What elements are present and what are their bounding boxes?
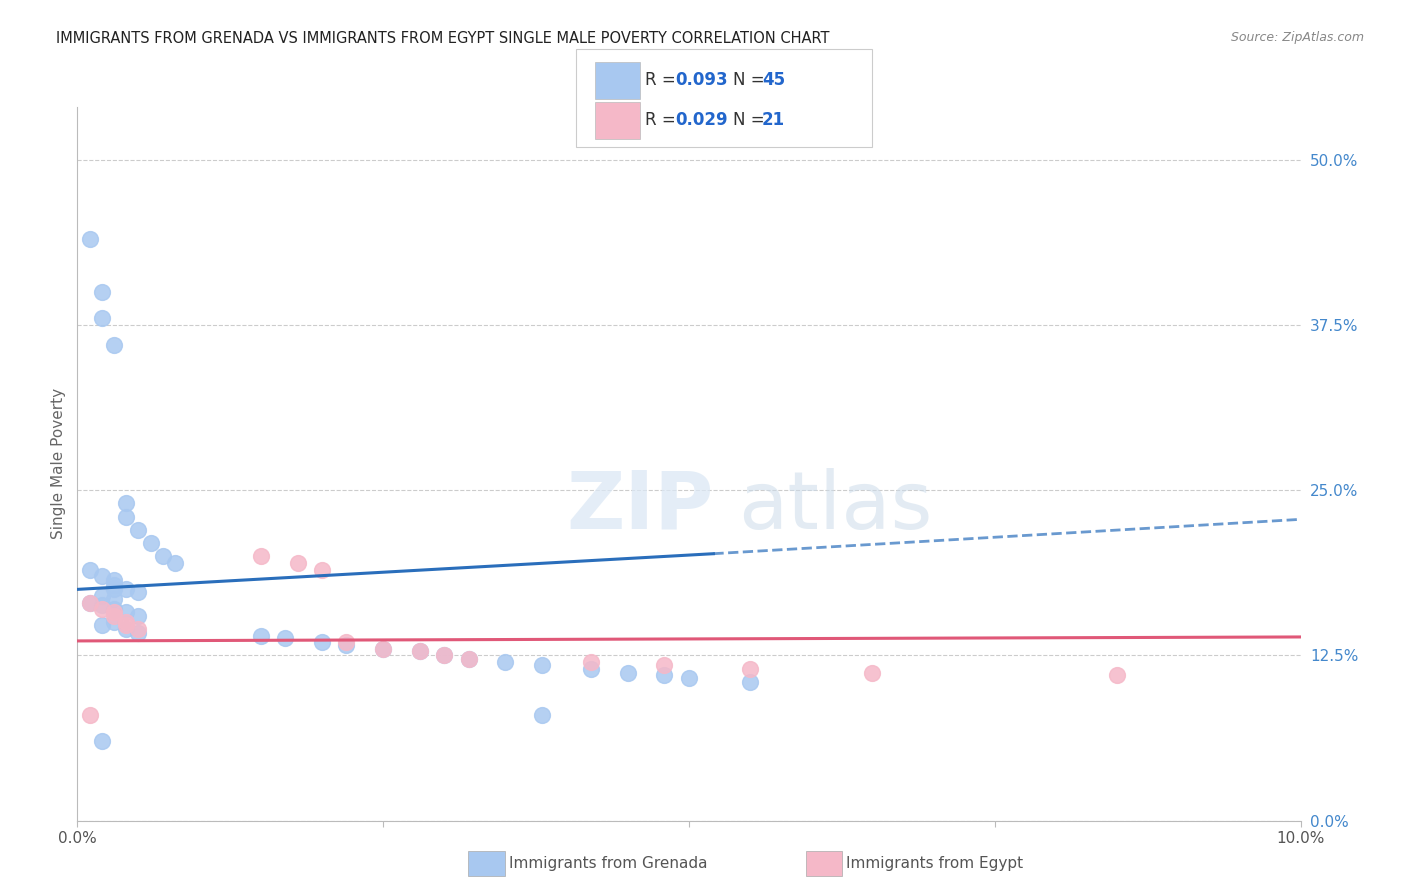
Point [287, 556, 309, 570]
Point [274, 632, 297, 646]
Text: 45: 45 [762, 71, 785, 89]
Text: N =: N = [733, 71, 769, 89]
Text: IMMIGRANTS FROM GRENADA VS IMMIGRANTS FROM EGYPT SINGLE MALE POVERTY CORRELATION: IMMIGRANTS FROM GRENADA VS IMMIGRANTS FR… [56, 31, 830, 46]
Point [115, 615, 138, 630]
Text: atlas: atlas [738, 467, 932, 546]
Point [654, 657, 676, 672]
Point [409, 644, 432, 658]
Point [335, 638, 357, 652]
Point [103, 602, 125, 616]
Point [115, 618, 138, 632]
Point [495, 655, 517, 669]
Point [165, 556, 187, 570]
Text: R =: R = [645, 71, 682, 89]
Point [457, 652, 479, 666]
Point [531, 707, 554, 722]
Text: N =: N = [733, 112, 769, 129]
Text: R =: R = [645, 112, 682, 129]
Point [311, 635, 333, 649]
Text: 0.029: 0.029 [675, 112, 727, 129]
Point [654, 668, 676, 682]
Text: Source: ZipAtlas.com: Source: ZipAtlas.com [1230, 31, 1364, 45]
Point [90, 589, 112, 603]
Point [1107, 668, 1129, 682]
Point [139, 536, 162, 550]
Point [103, 578, 125, 592]
Point [115, 605, 138, 619]
Point [90, 599, 112, 613]
Point [115, 496, 138, 510]
Point [740, 662, 762, 676]
Point [90, 618, 112, 632]
Point [90, 569, 112, 583]
Point [115, 582, 138, 597]
Point [862, 665, 884, 680]
Point [115, 509, 138, 524]
Point [103, 573, 125, 587]
Point [128, 626, 150, 640]
Point [433, 648, 456, 663]
Point [90, 602, 112, 616]
Point [103, 591, 125, 606]
Point [103, 615, 125, 630]
Point [531, 657, 554, 672]
Point [90, 734, 112, 748]
Point [128, 585, 150, 599]
Point [250, 549, 273, 564]
Text: Immigrants from Grenada: Immigrants from Grenada [509, 856, 707, 871]
Point [409, 644, 432, 658]
Point [90, 311, 112, 326]
Point [335, 635, 357, 649]
Point [128, 622, 150, 636]
Text: 21: 21 [762, 112, 785, 129]
Point [579, 662, 602, 676]
Point [579, 655, 602, 669]
Point [371, 641, 394, 656]
Point [740, 674, 762, 689]
Point [152, 549, 174, 564]
Point [103, 338, 125, 352]
Point [128, 608, 150, 623]
Point [90, 285, 112, 299]
Point [128, 523, 150, 537]
Point [433, 648, 456, 663]
Point [371, 641, 394, 656]
Y-axis label: Single Male Poverty: Single Male Poverty [51, 388, 66, 540]
Text: Immigrants from Egypt: Immigrants from Egypt [846, 856, 1024, 871]
Point [79, 596, 101, 610]
Point [79, 563, 101, 577]
Text: 0.093: 0.093 [675, 71, 727, 89]
Point [103, 582, 125, 597]
Point [457, 652, 479, 666]
Point [115, 622, 138, 636]
Text: ZIP: ZIP [567, 467, 713, 546]
Point [79, 596, 101, 610]
Point [311, 563, 333, 577]
Point [617, 665, 640, 680]
Point [79, 707, 101, 722]
Point [79, 232, 101, 246]
Point [103, 608, 125, 623]
Point [250, 629, 273, 643]
Point [103, 605, 125, 619]
Point [678, 671, 700, 685]
